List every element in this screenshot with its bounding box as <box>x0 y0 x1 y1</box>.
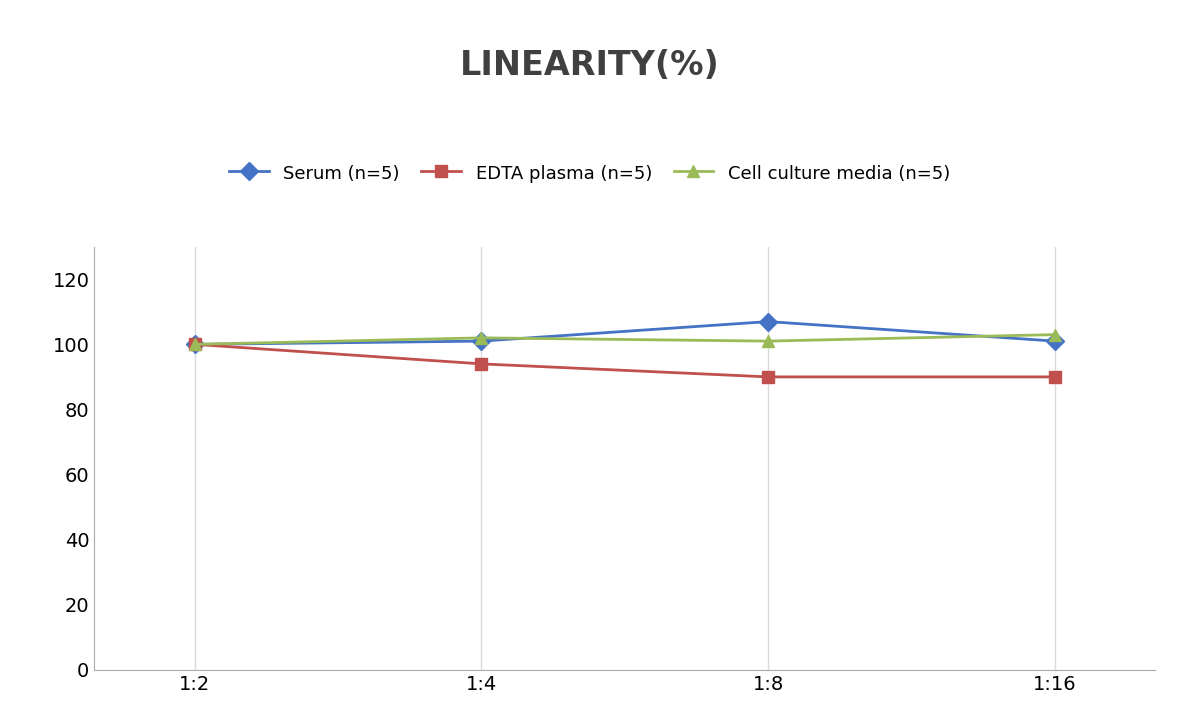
Line: Cell culture media (n=5): Cell culture media (n=5) <box>189 329 1061 350</box>
Text: LINEARITY(%): LINEARITY(%) <box>460 49 719 82</box>
Cell culture media (n=5) <box>1048 331 1062 339</box>
Line: EDTA plasma (n=5): EDTA plasma (n=5) <box>189 338 1061 383</box>
Cell culture media (n=5) <box>762 337 776 345</box>
Legend: Serum (n=5), EDTA plasma (n=5), Cell culture media (n=5): Serum (n=5), EDTA plasma (n=5), Cell cul… <box>222 157 957 190</box>
Cell culture media (n=5) <box>474 333 488 342</box>
EDTA plasma (n=5) <box>474 360 488 368</box>
Serum (n=5) <box>1048 337 1062 345</box>
Serum (n=5) <box>187 340 202 348</box>
EDTA plasma (n=5) <box>762 373 776 381</box>
EDTA plasma (n=5) <box>1048 373 1062 381</box>
Serum (n=5) <box>762 317 776 326</box>
Line: Serum (n=5): Serum (n=5) <box>189 315 1061 350</box>
Cell culture media (n=5) <box>187 340 202 348</box>
EDTA plasma (n=5) <box>187 340 202 348</box>
Serum (n=5) <box>474 337 488 345</box>
